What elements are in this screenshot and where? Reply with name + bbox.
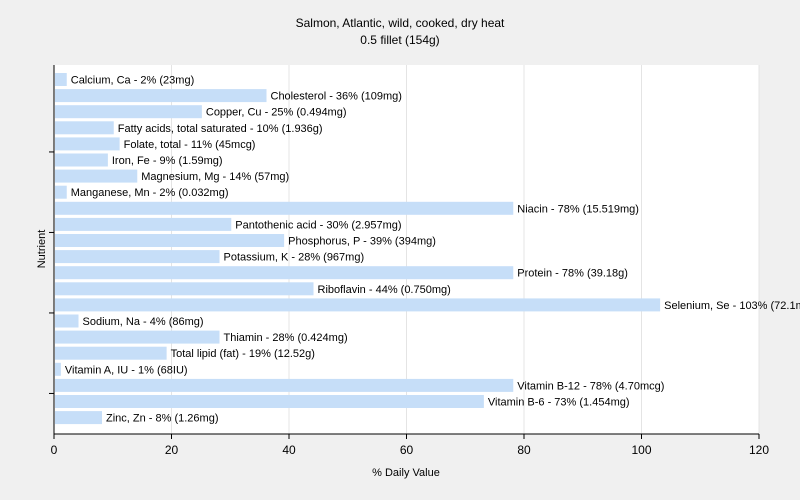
bar-label: Potassium, K - 28% (967mg): [224, 252, 365, 264]
bar-label: Folate, total - 11% (45mcg): [124, 139, 256, 151]
bar: [55, 250, 220, 264]
bar-label: Vitamin B-6 - 73% (1.454mg): [488, 397, 630, 409]
bar-label: Pantothenic acid - 30% (2.957mg): [235, 219, 401, 231]
bar-label: Vitamin B-12 - 78% (4.70mcg): [517, 380, 664, 392]
bar: [55, 201, 514, 215]
bar: [55, 105, 202, 119]
bar-label: Selenium, Se - 103% (72.1mcg): [664, 300, 800, 312]
bar: [55, 137, 120, 151]
bar-label: Sodium, Na - 4% (86mg): [83, 316, 204, 328]
bar-label: Magnesium, Mg - 14% (57mg): [141, 171, 289, 183]
bar: [55, 153, 108, 167]
bar-label: Niacin - 78% (15.519mg): [517, 203, 639, 215]
y-axis-label: Nutrient: [36, 230, 48, 269]
bar-label: Phosphorus, P - 39% (394mg): [288, 236, 436, 248]
bar: [55, 282, 314, 296]
bar: [55, 121, 114, 135]
bar: [55, 266, 514, 280]
bar-label: Thiamin - 28% (0.424mg): [224, 332, 348, 344]
bar: [55, 89, 267, 103]
x-tick-label: 100: [631, 443, 651, 457]
x-tick-label: 20: [165, 443, 179, 457]
bar-label: Total lipid (fat) - 19% (12.52g): [171, 348, 315, 360]
bar-label: Riboflavin - 44% (0.750mg): [318, 284, 451, 296]
bars: [55, 73, 661, 425]
bar: [55, 298, 661, 312]
x-tick-label: 120: [749, 443, 769, 457]
axes: 0 20 40 60 80 100 120: [49, 65, 769, 457]
bar-label: Copper, Cu - 25% (0.494mg): [206, 107, 347, 119]
bar-labels: Calcium, Ca - 2% (23mg) Cholesterol - 36%…: [65, 75, 800, 425]
bar: [55, 234, 285, 247]
bar: [55, 411, 102, 425]
chart-subtitle: 0.5 fillet (154g): [360, 33, 439, 47]
bar-label: Protein - 78% (39.18g): [517, 268, 628, 280]
bar: [55, 362, 61, 376]
bar: [55, 314, 79, 328]
bar-label: Iron, Fe - 9% (1.59mg): [112, 155, 223, 167]
bar-label: Zinc, Zn - 8% (1.26mg): [106, 413, 218, 425]
x-tick-label: 60: [400, 443, 414, 457]
bar: [55, 73, 67, 86]
bar-label: Manganese, Mn - 2% (0.032mg): [71, 187, 229, 199]
x-tick-label: 0: [51, 443, 58, 457]
bar: [55, 330, 220, 344]
gridlines: [171, 65, 760, 434]
x-axis-label: % Daily Value: [372, 467, 440, 479]
bar: [55, 217, 232, 231]
bar: [55, 346, 167, 360]
bar: [55, 395, 484, 408]
bar-label: Calcium, Ca - 2% (23mg): [71, 75, 194, 87]
bar-label: Vitamin A, IU - 1% (68IU): [65, 364, 188, 376]
bar: [55, 378, 514, 392]
bar-label: Cholesterol - 36% (109mg): [271, 91, 402, 103]
chart-title: Salmon, Atlantic, wild, cooked, dry heat: [296, 16, 505, 30]
x-tick-label: 80: [517, 443, 531, 457]
x-tick-label: 40: [282, 443, 296, 457]
bar-label: Fatty acids, total saturated - 10% (1.93…: [118, 123, 323, 135]
bar: [55, 185, 67, 199]
bar: [55, 169, 138, 183]
